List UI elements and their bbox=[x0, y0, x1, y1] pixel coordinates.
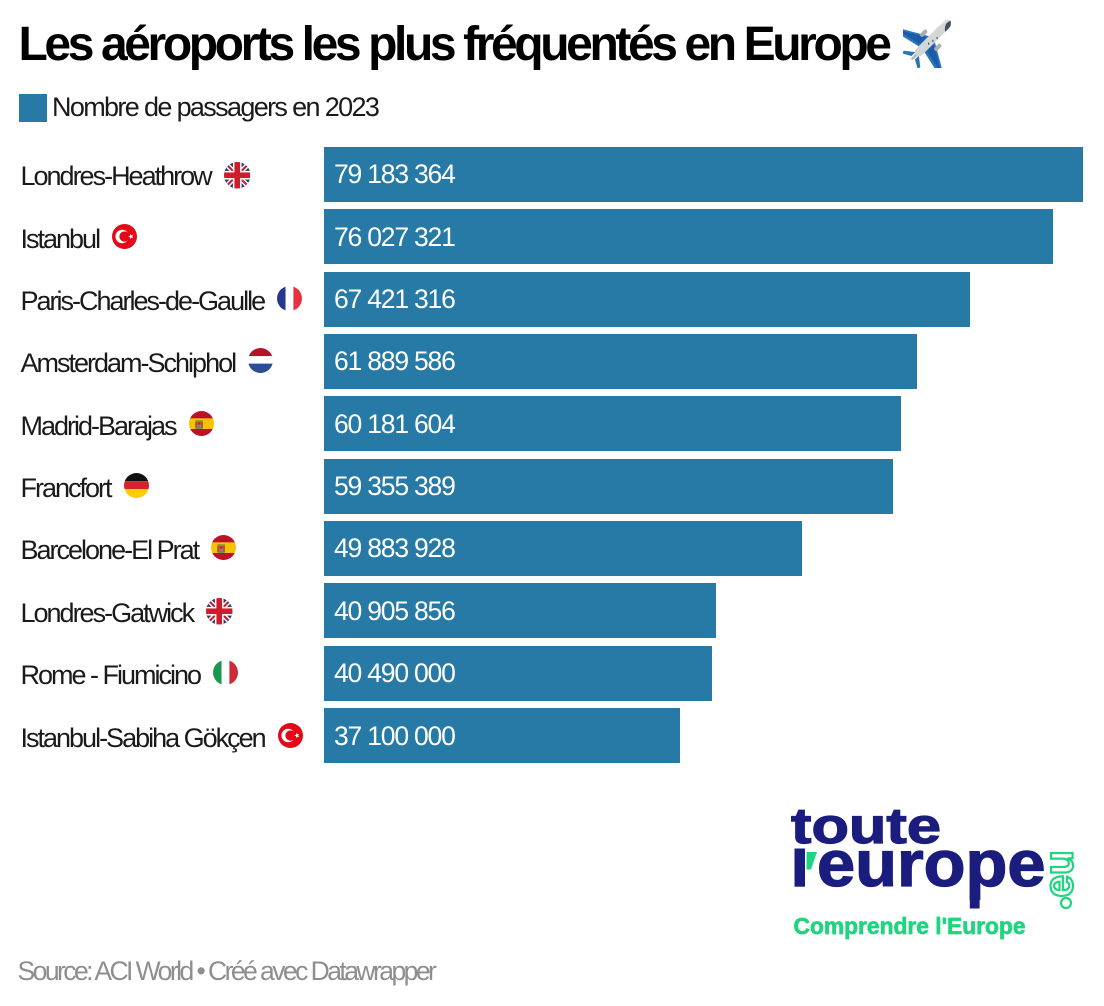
svg-text:europe: europe bbox=[817, 828, 1046, 900]
svg-text:Comprendre l'Europe: Comprendre l'Europe bbox=[794, 913, 1026, 939]
svg-text:eu: eu bbox=[1036, 850, 1082, 897]
svg-text:toute: toute bbox=[791, 798, 941, 854]
